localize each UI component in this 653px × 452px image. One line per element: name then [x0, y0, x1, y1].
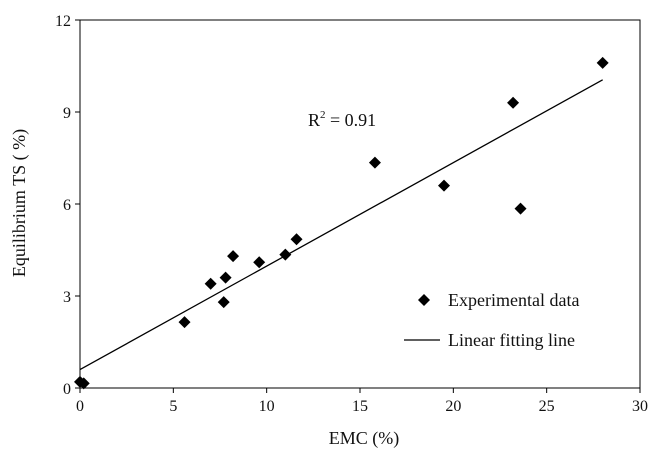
r-squared-annotation: R2 = 0.91 [308, 109, 376, 130]
y-tick-label: 0 [63, 381, 71, 398]
x-tick-label: 5 [169, 398, 177, 415]
data-point [279, 248, 292, 261]
x-axis-label: EMC (%) [329, 428, 400, 449]
data-point [77, 377, 90, 390]
x-tick-label: 25 [539, 398, 555, 415]
y-axis-label: Equilibrium TS ( %) [9, 129, 30, 277]
legend: Experimental data Linear fitting line [404, 290, 579, 350]
data-point [368, 156, 381, 169]
axis-ticks: 0 5 10 15 20 25 30 0 3 6 9 12 [55, 13, 648, 415]
fit-line-group [79, 79, 603, 371]
data-point [507, 96, 520, 109]
x-tick-label: 15 [352, 398, 368, 415]
legend-label-experimental: Experimental data [448, 290, 579, 310]
y-tick-label: 6 [63, 197, 71, 214]
data-point [219, 271, 232, 284]
legend-label-fit: Linear fitting line [448, 330, 575, 350]
x-tick-label: 30 [632, 398, 648, 415]
legend-marker-experimental [418, 294, 430, 306]
y-tick-label: 9 [63, 105, 71, 122]
data-point [290, 233, 303, 246]
data-point [227, 250, 240, 263]
x-tick-label: 20 [445, 398, 461, 415]
x-tick-label: 0 [76, 398, 84, 415]
data-point [253, 256, 266, 269]
scatter-points [74, 56, 609, 390]
data-point [514, 202, 527, 215]
data-point [217, 296, 230, 309]
data-point [596, 56, 609, 69]
y-tick-label: 12 [55, 13, 71, 30]
data-point [178, 316, 191, 329]
data-point [204, 277, 217, 290]
linear-fit-line [79, 79, 603, 371]
y-tick-label: 3 [63, 289, 71, 306]
data-point [438, 179, 450, 192]
x-tick-label: 10 [259, 398, 275, 415]
annotations: R2 = 0.91 [308, 109, 376, 130]
